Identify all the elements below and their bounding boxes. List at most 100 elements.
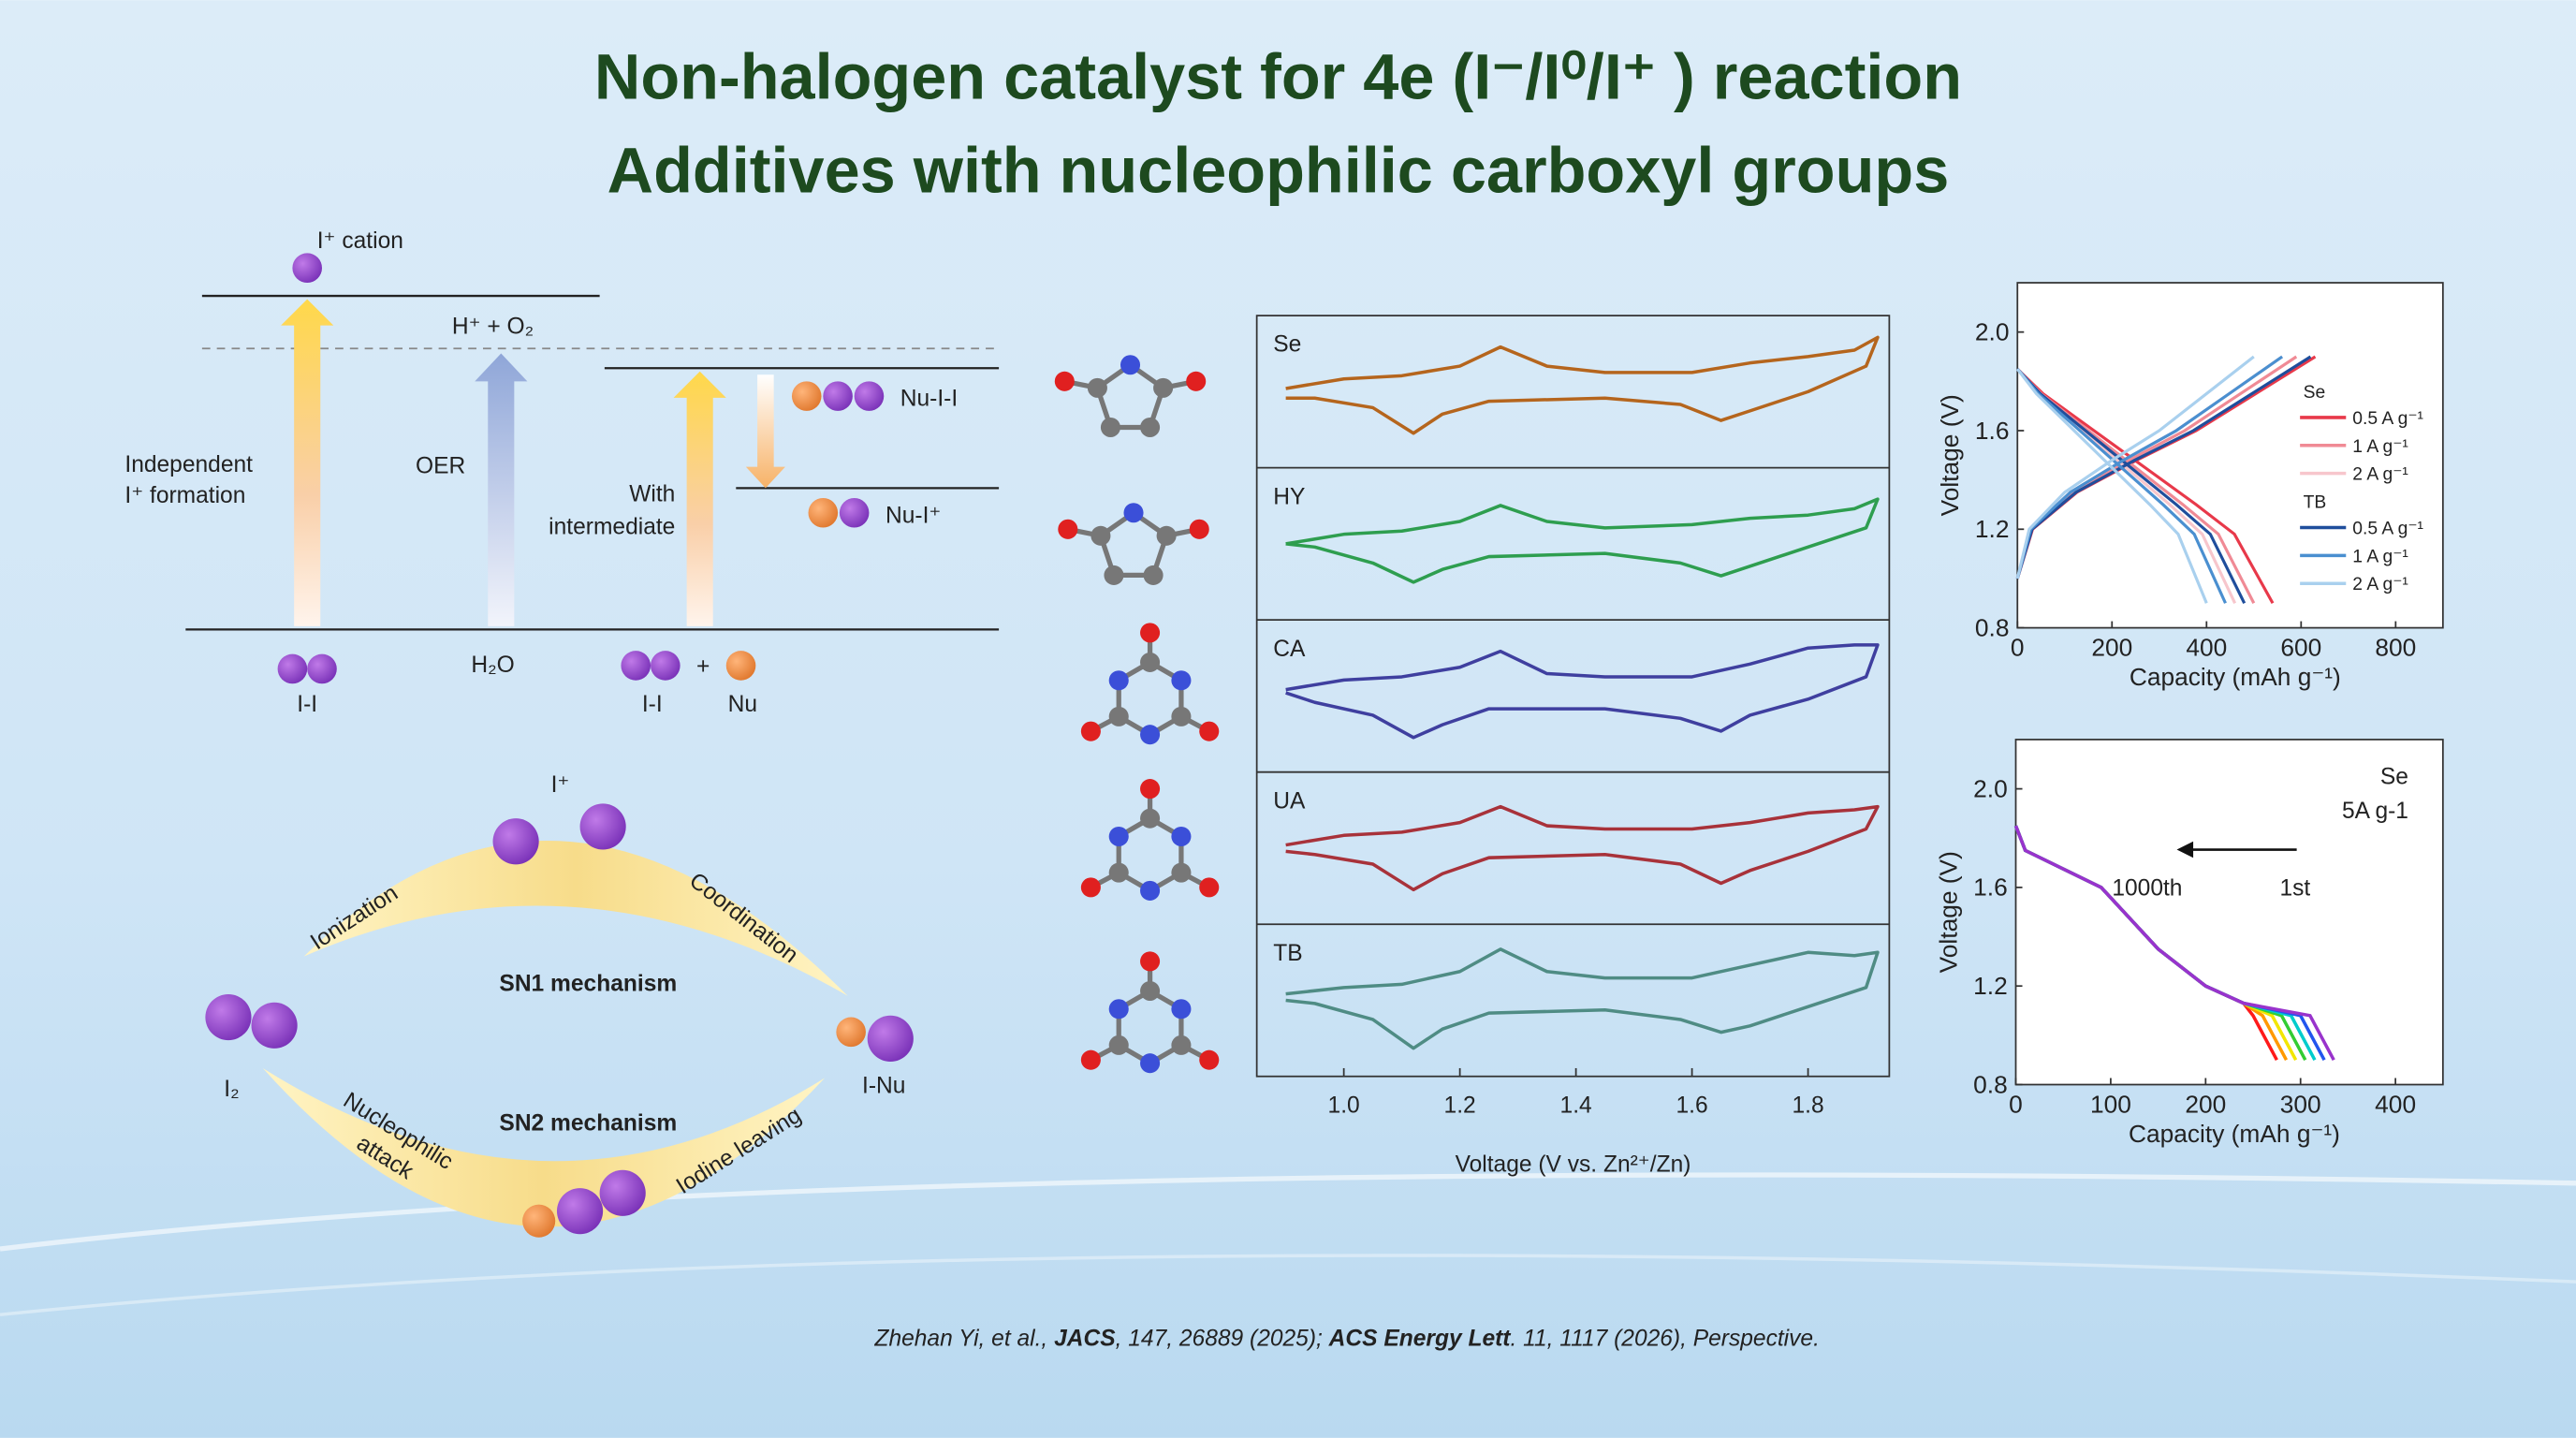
y-tick-label: 1.2 — [1973, 972, 2008, 1000]
plot-frame — [1255, 315, 1891, 1078]
x-axis-label: Capacity (mAh g⁻¹) — [2130, 663, 2341, 691]
y-axis-label: Voltage (V) — [1934, 851, 1962, 973]
panel-label: TB — [1273, 941, 1302, 966]
iodine-ball — [651, 651, 681, 681]
citation-part: . 11, 1117 (2026), Perspective. — [1510, 1327, 1819, 1352]
x-tick-label: 1.6 — [1676, 1093, 1708, 1118]
citation: Zhehan Yi, et al., JACS, 147, 26889 (202… — [873, 1327, 1819, 1352]
gcd-curve — [2016, 368, 2208, 604]
gcd-curve — [2015, 355, 2255, 580]
citation-part: ACS Energy Lett — [1328, 1327, 1513, 1352]
legend-label: 2 A g⁻¹ — [2352, 575, 2408, 594]
label: I⁺ formation — [124, 483, 245, 508]
iodine-ball — [307, 653, 337, 684]
cv-curve — [1285, 497, 1880, 584]
y-tick-label: 0.8 — [1973, 1070, 2008, 1098]
legend-title: Se — [2304, 383, 2326, 403]
panel-label: HY — [1273, 484, 1305, 509]
nu-ball — [791, 381, 822, 411]
x-axis-label: Voltage (V vs. Zn²⁺/Zn) — [1456, 1152, 1691, 1178]
iodine-ball — [492, 818, 539, 865]
title: Additives with nucleophilic carboxyl gro… — [607, 134, 1950, 206]
label: I₂ — [224, 1077, 239, 1102]
legend-title: TB — [2304, 492, 2327, 512]
cv-curve — [1285, 804, 1880, 892]
y-tick-label: 1.6 — [1973, 873, 2008, 902]
nu-ball — [808, 497, 839, 528]
x-tick-label: 100 — [2090, 1090, 2131, 1118]
legend-label: 1 A g⁻¹ — [2352, 547, 2408, 566]
pathway — [262, 1067, 826, 1227]
legend-label: 1 A g⁻¹ — [2352, 437, 2408, 457]
iodine-ball — [251, 1002, 298, 1049]
label: I⁺ cation — [317, 228, 403, 254]
label: Nu — [728, 692, 757, 717]
x-tick-label: 600 — [2280, 633, 2321, 661]
legend-label: 2 A g⁻¹ — [2352, 465, 2408, 485]
x-tick-label: 1.8 — [1793, 1093, 1824, 1118]
iodine-ball — [277, 653, 308, 684]
x-tick-label: 200 — [2091, 633, 2132, 661]
nu-ball — [725, 651, 756, 681]
nu-ball — [836, 1017, 866, 1048]
arrow-head — [2176, 841, 2194, 858]
iodine-ball — [579, 803, 626, 850]
cv-curve — [1285, 947, 1880, 1050]
x-tick-label: 1.2 — [1444, 1093, 1476, 1118]
iodine-ball — [205, 993, 252, 1041]
label: + — [696, 654, 710, 680]
x-tick-label: 200 — [2185, 1090, 2226, 1118]
x-tick-label: 1.4 — [1560, 1093, 1592, 1118]
arrow — [281, 299, 334, 626]
label: I-Nu — [862, 1073, 905, 1098]
label: I-I — [642, 692, 663, 717]
iodine-ball — [621, 651, 651, 681]
cycle-curve — [2013, 825, 2335, 1062]
label: H⁺ + O₂ — [452, 314, 534, 339]
x-tick-label: 800 — [2375, 633, 2416, 661]
label: SN1 mechanism — [499, 971, 677, 996]
iodine-ball — [599, 1169, 646, 1216]
x-tick-label: 1.0 — [1328, 1093, 1360, 1118]
plot-frame — [2016, 282, 2444, 629]
y-tick-label: 1.6 — [1975, 417, 2010, 445]
iodine-ball — [292, 253, 322, 284]
nu-ball — [522, 1204, 556, 1238]
plot-frame — [2014, 739, 2444, 1086]
pathway — [303, 840, 848, 996]
iodine-ball — [839, 497, 870, 528]
x-axis-label: Capacity (mAh g⁻¹) — [2129, 1120, 2340, 1148]
panel-label: CA — [1273, 637, 1306, 662]
legend-label: 0.5 A g⁻¹ — [2352, 409, 2423, 429]
iodine-ball — [854, 381, 885, 411]
annotation: 5A g-1 — [2342, 799, 2408, 824]
iodine-ball — [556, 1188, 604, 1235]
arrow — [673, 371, 726, 626]
y-axis-label: Voltage (V) — [1936, 394, 1964, 516]
label: I⁺ — [551, 772, 570, 798]
label: OER — [416, 454, 465, 479]
arrow — [745, 374, 785, 489]
cv-curve — [1285, 643, 1880, 740]
label: SN2 mechanism — [499, 1111, 677, 1137]
citation-part: JACS — [1054, 1327, 1116, 1352]
panel-label: Se — [1273, 332, 1301, 358]
y-tick-label: 1.2 — [1975, 515, 2010, 543]
legend-label: 0.5 A g⁻¹ — [2352, 520, 2423, 539]
x-tick-label: 400 — [2375, 1090, 2416, 1118]
label: Nu-I-I — [900, 387, 958, 412]
energy-diagram: I⁺ cation H⁺ + O₂ Independent I⁺ formati… — [124, 228, 1000, 717]
annotation: 1st — [2279, 876, 2310, 902]
x-tick-label: 400 — [2186, 633, 2227, 661]
citation-part: Zhehan Yi, et al., — [873, 1327, 1054, 1352]
label: intermediate — [549, 515, 675, 540]
arrow — [475, 353, 528, 626]
label: With — [629, 481, 675, 506]
label: H₂O — [471, 653, 514, 678]
y-tick-label: 2.0 — [1973, 774, 2008, 802]
charts: Se HY CA UA TB 1.0 1.2 1.4 1.6 1.8 Voltage (V vs. … — [1255, 282, 2444, 1178]
iodine-ball — [823, 381, 853, 411]
panel-label: UA — [1273, 788, 1306, 814]
